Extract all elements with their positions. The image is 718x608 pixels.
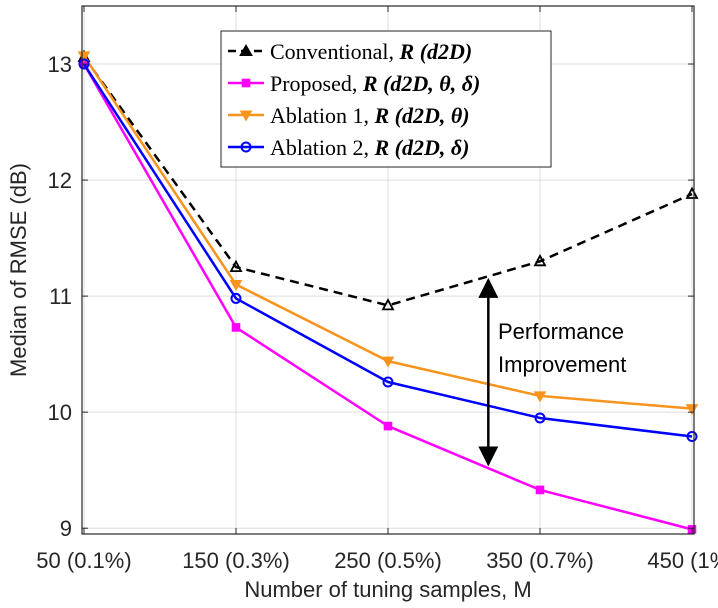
legend-marker-2 [239,110,253,122]
data-point-s2-1 [229,280,243,292]
legend-label-math-2: R (d2D, θ) [374,103,470,128]
annotation: Performance Improvement [478,277,626,467]
annotation-text-line-2: Improvement [498,352,626,377]
x-tick-label-1: 150 (0.3%) [182,548,290,573]
x-tick-label-2: 250 (0.5%) [334,548,442,573]
series-2 [77,51,699,416]
legend-label-plain-2: Ablation 1, [270,103,375,128]
legend-label-plain-1: Proposed, [270,71,363,96]
annotation-text-line-1: Performance [498,319,624,344]
legend-item-1: Proposed, R (d2D, θ, δ) [228,71,480,96]
series-line-3 [82,63,693,438]
data-point-s1-2 [383,421,393,431]
legend-label-3: Ablation 2, R (d2D, δ) [270,135,469,160]
series-line-0 [82,56,693,307]
data-point-s0-2 [381,297,395,311]
data-point-s3-4 [686,431,698,443]
y-tick-label-1: 10 [48,400,72,425]
legend-label-plain-0: Conventional, [270,39,400,64]
legend-marker-3 [240,141,252,153]
legend-item-0: Conventional, R (d2D) [228,39,472,64]
data-point-s1-3 [535,485,545,495]
data-point-s3-0 [78,58,90,70]
data-point-s0-3 [533,253,547,267]
data-point-s2-3 [533,391,547,403]
data-point-s1-1 [231,323,241,332]
legend-item-3: Ablation 2, R (d2D, δ) [228,135,469,160]
legend-item-2: Ablation 1, R (d2D, θ) [228,103,470,128]
y-axis-label: Median of RMSE (dB) [6,163,31,377]
legend-label-2: Ablation 1, R (d2D, θ) [270,103,470,128]
legend-label-plain-3: Ablation 2, [270,135,375,160]
data-point-s0-1 [229,259,243,272]
data-point-s3-3 [534,412,546,424]
y-tick-label-2: 11 [49,284,72,309]
ticks: 50 (0.1%) 150 (0.3%) 250 (0.5%) 350 (0.7%) 4… [36,6,718,573]
legend-marker-0 [239,43,253,56]
legend-label-1: Proposed, R (d2D, θ, δ) [270,71,480,96]
x-tick-label-0: 50 (0.1%) [36,548,131,573]
data-point-s2-0 [77,51,91,63]
legend: Conventional, R (d2D) Proposed, R (d2D, θ… [220,30,552,168]
y-tick-label-3: 12 [48,168,72,193]
y-tick-label-0: 9 [60,516,72,541]
legend-label-math-0: R (d2D) [399,39,473,64]
legend-marker-1 [241,78,251,88]
legend-box [220,30,552,168]
data-point-s3-2 [382,376,394,388]
data-point-s2-2 [381,356,395,368]
series-3 [78,58,698,443]
x-tick-label-4: 450 (1%) [647,548,718,573]
series-group [77,49,699,534]
x-axis-label: Number of tuning samples, M [244,577,531,602]
legend-label-math-3: R (d2D, δ) [374,135,470,160]
data-point-s3-1 [230,292,242,304]
legend-label-0: Conventional, R (d2D) [270,39,472,64]
x-tick-label-3: 350 (0.7%) [486,548,594,573]
y-tick-label-4: 13 [48,52,72,77]
legend-label-math-1: R (d2D, θ, δ) [362,71,480,96]
data-point-s2-4 [685,404,699,416]
